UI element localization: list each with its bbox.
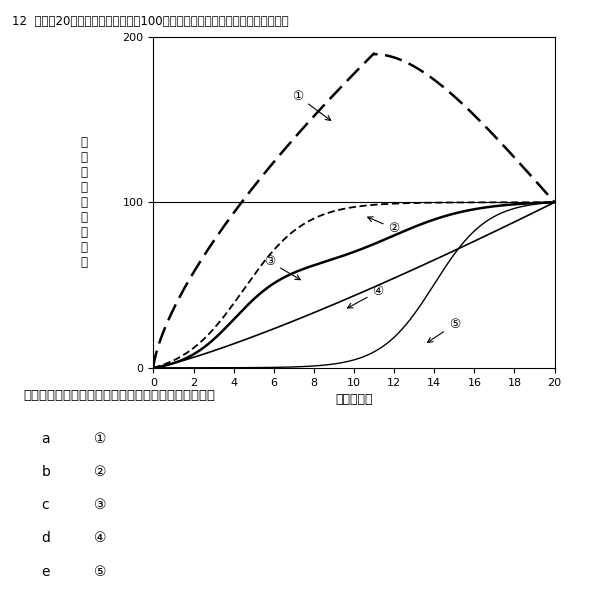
Text: ③: ③ [94,498,107,512]
Text: ①: ① [94,432,107,446]
Text: a: a [41,432,50,446]
Text: ③: ③ [264,255,300,280]
Y-axis label: 発
達
・
発
育
量
（
％
）: 発 達 ・ 発 育 量 （ ％ ） [80,136,87,268]
Text: ①: ① [292,89,331,121]
Text: ⑤: ⑤ [428,318,460,343]
Text: d: d [41,531,50,546]
Text: b: b [41,465,50,479]
Text: e: e [41,565,50,579]
Text: 神経系の正常な発達・発育を示しているのはどれか。: 神経系の正常な発達・発育を示しているのはどれか。 [24,389,215,402]
Text: ⑤: ⑤ [94,565,107,579]
Text: ④: ④ [94,531,107,546]
X-axis label: 年齢（歳）: 年齢（歳） [335,393,373,406]
Text: ②: ② [94,465,107,479]
Text: c: c [41,498,49,512]
Text: ④: ④ [348,285,384,308]
Text: ②: ② [368,217,400,235]
Text: 12  縦軸に20歳時の発達・発育量を100％としたときの値、横軸に年齢を示す。: 12 縦軸に20歳時の発達・発育量を100％としたときの値、横軸に年齢を示す。 [12,15,289,28]
